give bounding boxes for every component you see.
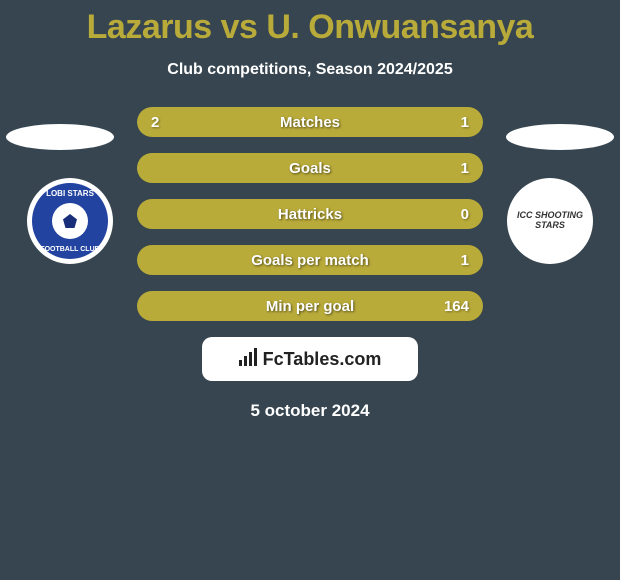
team-left-badge: LOBI STARS FOOTBALL CLUB <box>27 178 113 264</box>
team-right-badge: ICC SHOOTING STARS <box>507 178 593 264</box>
stat-value-right: 1 <box>461 160 469 177</box>
team-left-name-oval <box>6 124 114 150</box>
stat-value-right: 1 <box>461 252 469 269</box>
stat-label: Hattricks <box>137 206 483 223</box>
stat-row: Goals per match1 <box>137 245 483 275</box>
stat-row: Goals1 <box>137 153 483 183</box>
page-title: Lazarus vs U. Onwuansanya <box>0 0 620 47</box>
stat-label: Goals per match <box>137 252 483 269</box>
stat-label: Matches <box>137 114 483 131</box>
chart-icon <box>239 348 259 371</box>
stats-container: 2Matches1Goals1Hattricks0Goals per match… <box>137 107 483 321</box>
stat-value-right: 1 <box>461 114 469 131</box>
stat-row: Hattricks0 <box>137 199 483 229</box>
stat-row: Min per goal164 <box>137 291 483 321</box>
stat-row: 2Matches1 <box>137 107 483 137</box>
team-left-badge-inner: LOBI STARS FOOTBALL CLUB <box>32 183 108 259</box>
date-text: 5 october 2024 <box>0 401 620 421</box>
stat-label: Goals <box>137 160 483 177</box>
brand-box[interactable]: FcTables.com <box>202 337 418 381</box>
subtitle: Club competitions, Season 2024/2025 <box>0 61 620 79</box>
stat-label: Min per goal <box>137 298 483 315</box>
team-left-badge-bottom-text: FOOTBALL CLUB <box>40 246 99 253</box>
soccer-ball-icon <box>52 203 88 239</box>
brand-text: FcTables.com <box>263 349 382 370</box>
team-right-name-oval <box>506 124 614 150</box>
team-left-badge-top-text: LOBI STARS <box>46 189 94 198</box>
team-right-badge-text: ICC SHOOTING STARS <box>507 211 593 231</box>
stat-value-right: 0 <box>461 206 469 223</box>
stat-value-right: 164 <box>444 298 469 315</box>
